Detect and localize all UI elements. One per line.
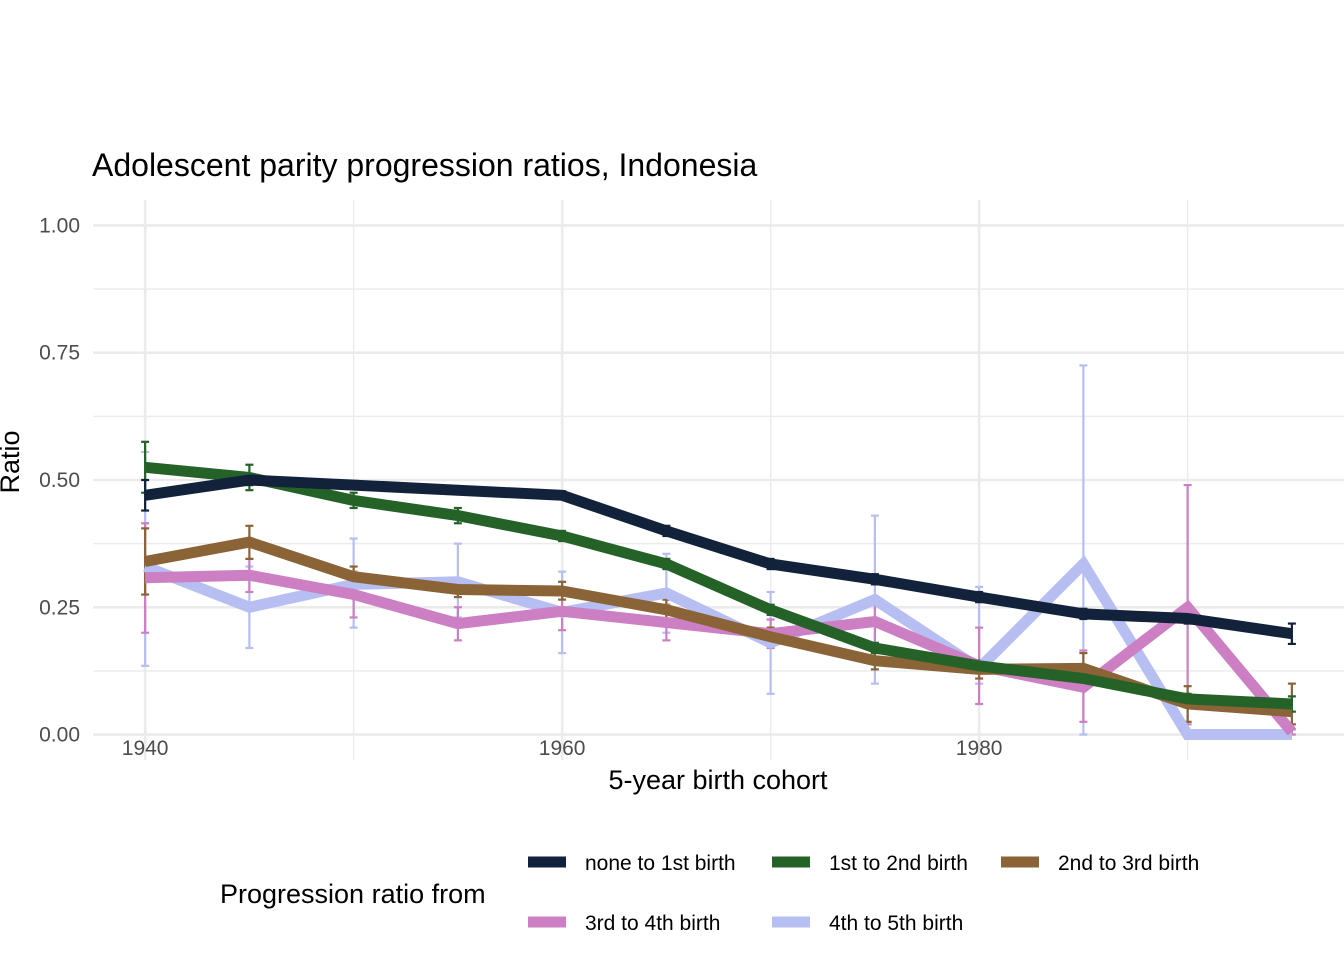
legend-label: 2nd to 3rd birth	[1058, 852, 1199, 875]
series-line-3rd-to-4th-birth	[144, 569, 1297, 736]
legend-item: none to 1st birth	[528, 852, 736, 875]
y-tick-label: 0.50	[39, 469, 80, 492]
legend-item: 3rd to 4th birth	[528, 912, 720, 935]
tick-labels: 0.00 0.25 0.50 0.75 1.00 1940 1960 1980	[39, 214, 1002, 760]
y-tick-label: 0.75	[39, 342, 80, 365]
legend-label: none to 1st birth	[585, 852, 736, 875]
x-tick-label: 1940	[122, 737, 169, 760]
legend-title: Progression ratio from	[220, 879, 486, 909]
series-line-2nd-to-3rd-birth	[144, 536, 1293, 718]
series-lines	[143, 461, 1297, 740]
legend-item: 2nd to 3rd birth	[1001, 852, 1199, 875]
y-tick-label: 1.00	[39, 214, 80, 237]
legend-label: 4th to 5th birth	[829, 912, 963, 935]
x-tick-label: 1980	[956, 737, 1003, 760]
x-tick-label: 1960	[539, 737, 586, 760]
legend-label: 1st to 2nd birth	[829, 852, 968, 875]
legend: Progression ratio from none to 1st birth…	[220, 852, 1199, 935]
y-axis-label: Ratio	[0, 430, 25, 493]
series-line-none-to-1st-birth	[144, 474, 1293, 640]
y-tick-label: 0.00	[39, 724, 80, 747]
series-line-1st-to-2nd-birth	[144, 461, 1293, 710]
legend-label: 3rd to 4th birth	[585, 912, 720, 935]
legend-item: 1st to 2nd birth	[772, 852, 968, 875]
x-axis-label: 5-year birth cohort	[608, 765, 828, 795]
legend-item: 4th to 5th birth	[772, 912, 963, 935]
chart-title: Adolescent parity progression ratios, In…	[92, 147, 757, 183]
y-tick-label: 0.25	[39, 596, 80, 619]
